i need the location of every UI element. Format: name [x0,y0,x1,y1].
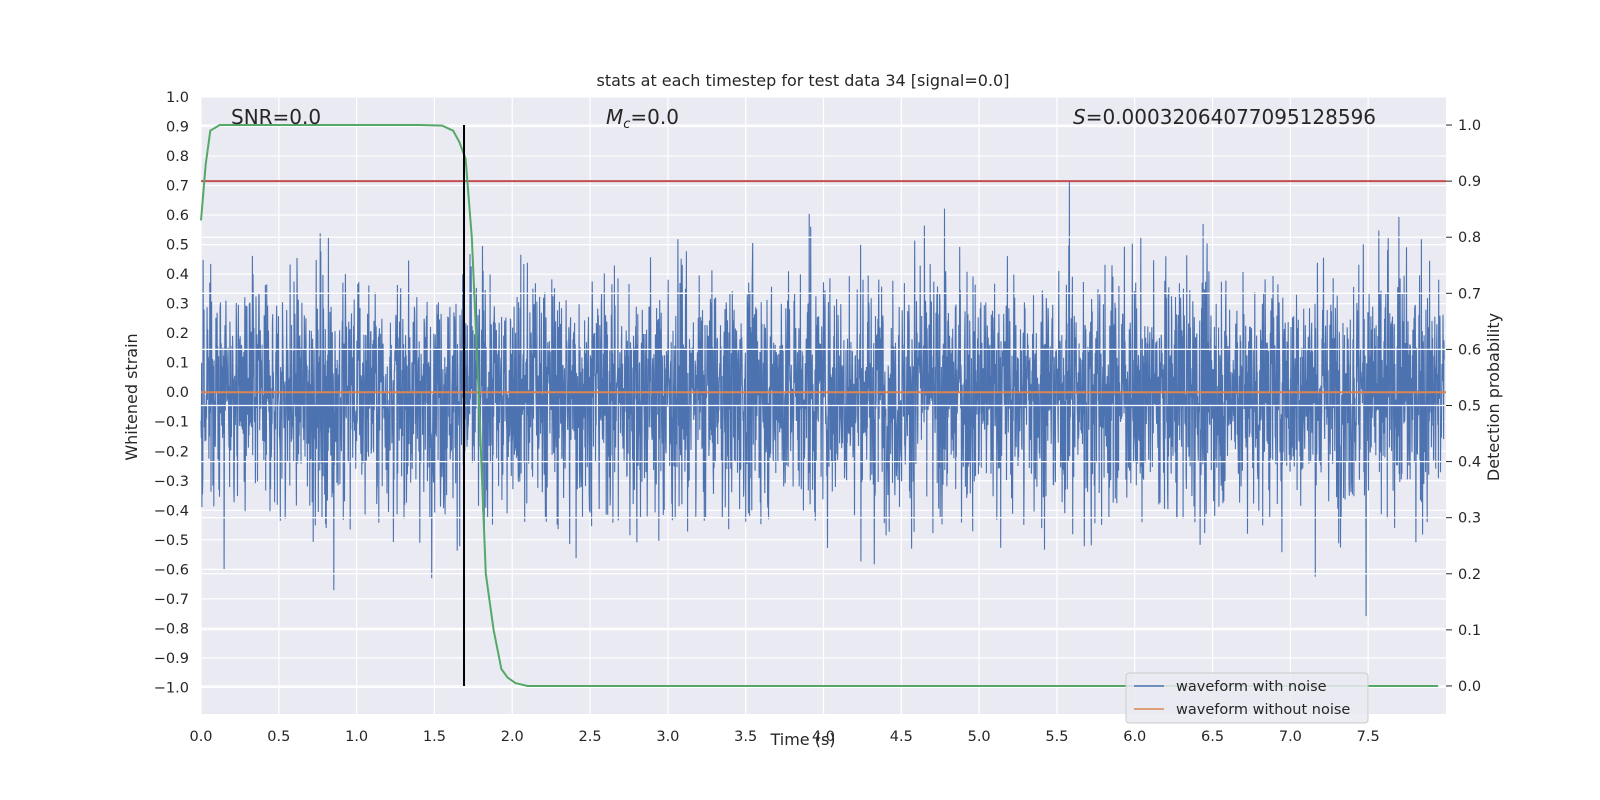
chirp-mass-annotation: Mc=0.0 [606,105,679,132]
x-tick-label: 2.5 [579,729,602,745]
x-tick-label: 7.0 [1279,729,1302,745]
legend-box [1125,672,1369,724]
x-axis-label: Time (s) [769,730,835,749]
y-left-tick-label: −0.5 [154,533,189,549]
y-left-tick-label: −1.0 [154,680,189,696]
y-right-tick-label: 0.0 [1458,679,1481,695]
y-left-tick-label: 1.0 [166,90,189,106]
legend-label-clean: waveform without noise [1176,702,1350,718]
x-tick-label: 6.0 [1123,729,1146,745]
y-right-tick-label: 0.7 [1458,286,1481,302]
y-axis-left-label: Whitened strain [122,333,141,460]
y-left-tick-label: −0.1 [154,415,189,431]
x-tick-label: 7.5 [1357,729,1380,745]
snr-annotation: SNR=0.0 [231,105,321,129]
y-left-tick-label: 0.6 [166,208,189,224]
x-tick-label: 0.0 [189,729,212,745]
x-tick-label: 5.0 [968,729,991,745]
x-tick-label: 3.0 [656,729,679,745]
x-tick-label: 6.5 [1201,729,1224,745]
x-tick-label: 1.0 [345,729,368,745]
x-tick-label: 4.0 [812,729,835,745]
y-right-tick-label: 0.4 [1458,455,1481,471]
y-right-tick-label: 0.5 [1458,399,1481,415]
x-tick-label: 1.5 [423,729,446,745]
x-tick-label: 2.0 [501,729,524,745]
y-left-tick-label: −0.7 [154,592,189,608]
legend: waveform with noise waveform without noi… [1125,672,1369,724]
y-right-tick-label: 0.3 [1458,511,1481,527]
series-detection-probability [200,124,1439,687]
s-statistic-annotation: S=0.00032064077095128596 [1073,105,1376,129]
legend-label-noise: waveform with noise [1176,679,1327,695]
y-left-tick-label: 0.5 [166,238,189,254]
y-axis-right-ticks: 1.0 0.9 0.8 0.7 0.6 0.5 0.4 0.3 0.2 0.1 0.0 [1446,118,1481,695]
y-left-tick-label: 0.1 [166,356,189,372]
series-waveform-with-noise [200,180,1445,617]
s-statistic-symbol: S [1073,105,1086,129]
y-left-tick-label: 0.4 [166,267,189,283]
noise-path [200,180,1445,617]
chirp-mass-value: =0.0 [630,105,679,129]
chirp-mass-symbol: M [606,105,623,129]
x-tick-label: 0.5 [267,729,290,745]
y-left-tick-label: −0.6 [154,562,189,578]
y-right-tick-label: 0.1 [1458,623,1481,639]
x-axis-ticks: 0.0 0.5 1.0 1.5 2.0 2.5 3.0 3.5 4.0 4.5 5.0 5.5 6.0 6… [189,729,1379,745]
y-left-tick-label: −0.9 [154,651,189,667]
y-left-tick-label: −0.2 [154,444,189,460]
chirp-mass-subscript: c [623,117,630,132]
y-right-tick-label: 0.8 [1458,230,1481,246]
y-left-tick-label: −0.8 [154,621,189,637]
y-right-tick-label: 0.2 [1458,567,1481,583]
chart-title: stats at each timestep for test data 34 … [597,71,1010,90]
y-left-tick-label: −0.3 [154,474,189,490]
y-right-tick-label: 0.9 [1458,174,1481,190]
right-axis-grid [201,124,1446,687]
y-left-tick-label: 0.8 [166,149,189,165]
y-axis-right-label: Detection probability [1484,313,1503,481]
y-left-tick-label: 0.9 [166,120,189,136]
x-tick-label: 3.5 [734,729,757,745]
y-axis-left-ticks: 1.0 0.9 0.8 0.7 0.6 0.5 0.4 0.3 0.2 0.1 0.0 −0.1 −0.… [154,90,189,696]
y-left-tick-label: 0.7 [166,179,189,195]
y-left-tick-label: 0.3 [166,297,189,313]
y-left-tick-label: 0.0 [166,385,189,401]
y-left-tick-label: −0.4 [154,503,189,519]
x-tick-label: 5.5 [1045,729,1068,745]
x-tick-label: 4.5 [890,729,913,745]
s-statistic-value: =0.00032064077095128596 [1086,105,1376,129]
y-left-tick-label: 0.2 [166,326,189,342]
y-right-tick-label: 0.6 [1458,342,1481,358]
y-right-tick-label: 1.0 [1458,118,1481,134]
